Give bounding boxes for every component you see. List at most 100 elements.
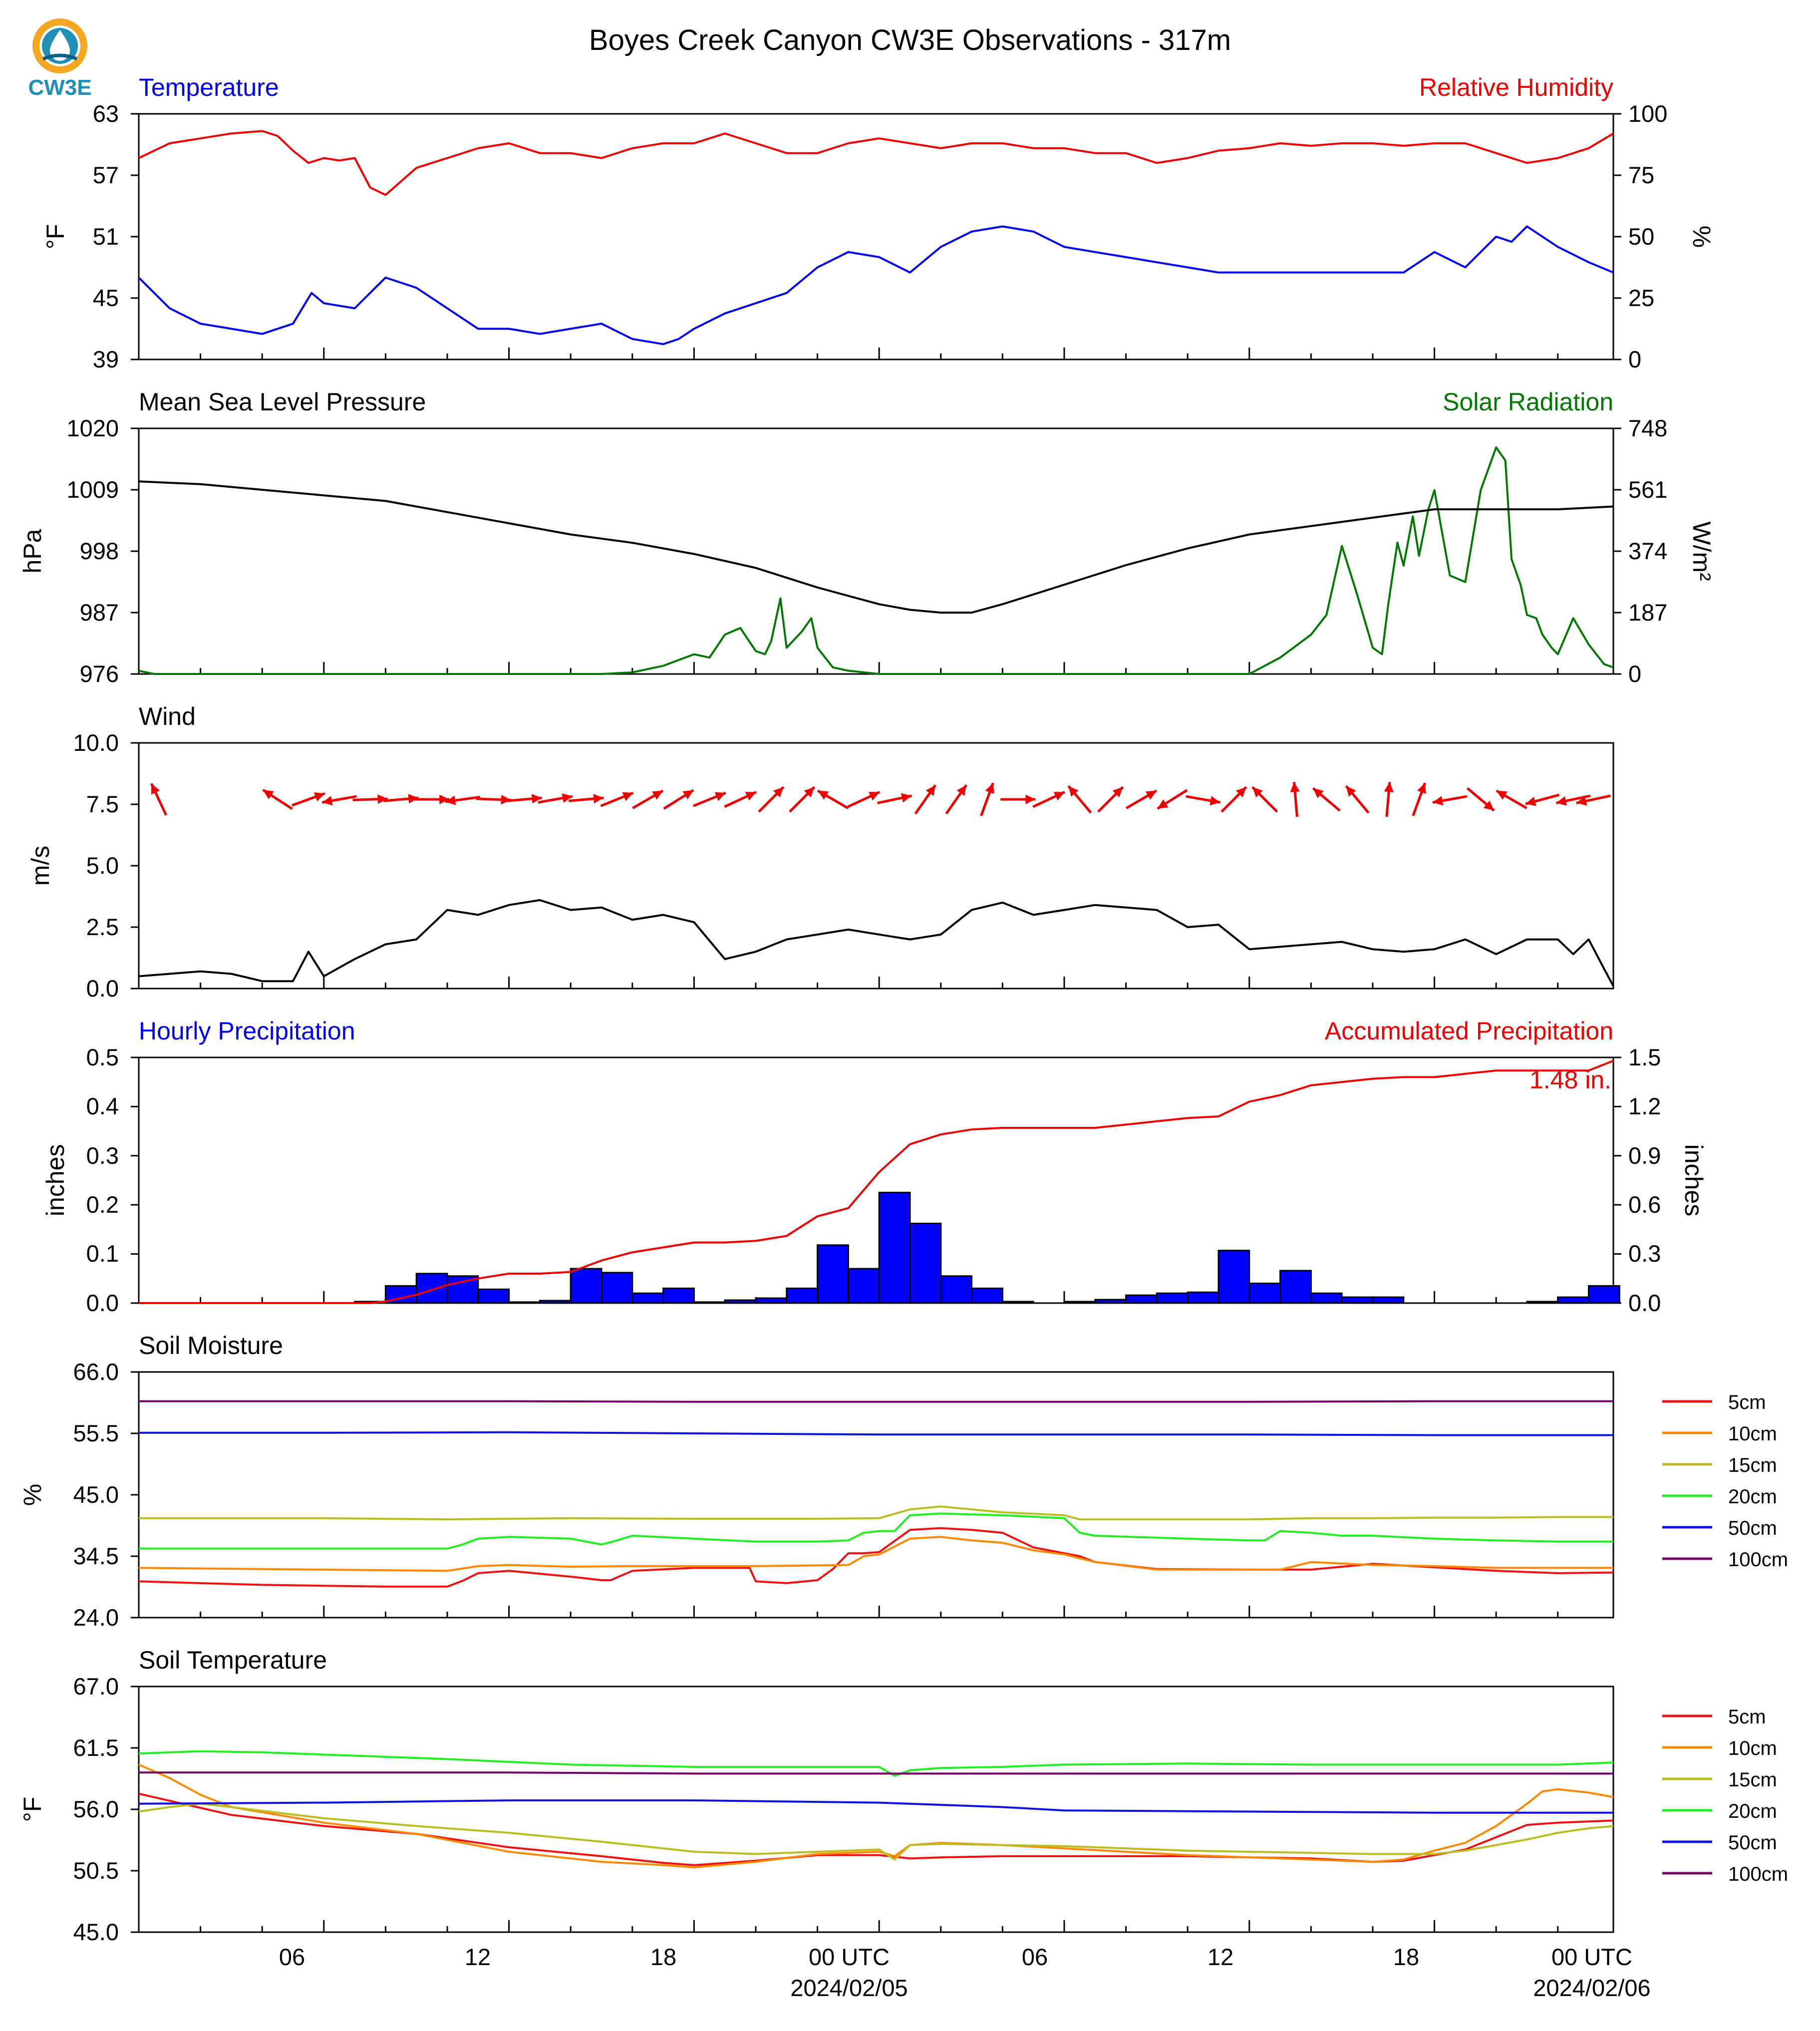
panel-soil-moisture: Soil Moisture % 66.0 55.5 45.0 34.5 24.0… — [18, 1332, 1788, 1631]
humidity-unit-label: % — [1688, 226, 1716, 248]
wind-direction-arrow — [914, 784, 937, 815]
ytick-label: 561 — [1628, 476, 1667, 503]
wind-direction-arrow — [445, 795, 480, 805]
wind-direction-arrow — [1220, 786, 1247, 813]
pressure-line — [138, 480, 1614, 614]
panel-temperature: Temperature Relative Humidity °F % 63 57… — [41, 73, 1716, 372]
wind-direction-arrow — [632, 789, 664, 809]
wind-arrow-head — [714, 792, 726, 801]
humidity-title: Relative Humidity — [1419, 73, 1613, 101]
precip-plot-frame — [138, 1056, 1614, 1304]
wind-arrow-head — [1556, 796, 1567, 806]
wind-arrow-head — [322, 796, 333, 806]
temperature-plot-layer — [131, 113, 1621, 360]
precip-bar — [1094, 1299, 1127, 1304]
soil-temp-plot-frame — [138, 1686, 1614, 1933]
precip-bar — [1063, 1301, 1096, 1304]
precip-bar — [1279, 1270, 1312, 1304]
legend-label: 50cm — [1728, 1517, 1777, 1539]
wind-arrow-head — [377, 794, 388, 804]
ytick-label: 0.9 — [1628, 1142, 1661, 1169]
wind-direction-arrow — [1067, 785, 1092, 814]
wind-arrow-head — [1576, 796, 1587, 806]
ytick-label: 39 — [93, 346, 119, 372]
ytick-label: 1009 — [66, 476, 119, 503]
ytick-label: 34.5 — [73, 1543, 119, 1569]
soil-moisture-line-20cm — [139, 1512, 1613, 1550]
precip-bar — [1588, 1285, 1620, 1304]
wind-arrow-head — [1432, 796, 1444, 806]
wind-arrow-head — [1025, 794, 1036, 804]
precip-bar — [1526, 1301, 1559, 1304]
ytick-label: 0.0 — [86, 1290, 119, 1316]
soil-moisture-line-10cm — [138, 1536, 1613, 1572]
soil-moisture-plot-frame — [138, 1371, 1614, 1619]
precip-bar — [1248, 1283, 1281, 1304]
soil-moisture-line-100cm — [139, 1400, 1613, 1403]
legend-label: 5cm — [1728, 1391, 1766, 1413]
wind-direction-arrow — [758, 786, 785, 813]
wind-direction-arrow — [1000, 794, 1036, 804]
ytick-label: 25 — [1628, 285, 1654, 311]
wind-arrow-head — [1112, 787, 1123, 798]
wind-direction-arrow — [321, 795, 357, 806]
legend-label: 20cm — [1728, 1486, 1777, 1508]
legend-label: 10cm — [1728, 1737, 1777, 1759]
precip-bar — [1217, 1250, 1250, 1304]
wind-direction-arrow — [1186, 795, 1220, 806]
soil-temp-line-50cm — [138, 1799, 1613, 1814]
ytick-label: 0.0 — [1628, 1290, 1661, 1316]
wind-arrow-head — [622, 792, 633, 801]
ytick-label: 66.0 — [73, 1358, 119, 1385]
xtick-label: 18 — [1393, 1944, 1419, 1970]
wind-direction-arrow — [383, 794, 419, 804]
wind-direction-arrow — [1496, 789, 1527, 809]
wind-direction-arrow — [1251, 786, 1278, 813]
precip-bar — [539, 1300, 572, 1304]
soil-temp-title: Soil Temperature — [139, 1646, 327, 1674]
ytick-label: 998 — [80, 538, 119, 564]
temperature-plot-frame — [138, 113, 1614, 360]
legend-label: 5cm — [1728, 1706, 1766, 1728]
soil-temp-line-100cm — [139, 1771, 1613, 1775]
precip-bar — [971, 1287, 1003, 1304]
wind-arrow-head — [263, 790, 274, 799]
ytick-label: 1020 — [66, 415, 119, 441]
wind-arrow-head — [1053, 792, 1065, 801]
wind-arrow-head — [1384, 782, 1394, 792]
ytick-label: 0.3 — [86, 1142, 119, 1169]
xtick-label: 18 — [650, 1944, 676, 1970]
figure-title: Boyes Creek Canyon CW3E Observations - 3… — [589, 24, 1231, 56]
precip-bar — [1372, 1296, 1405, 1304]
ytick-label: 748 — [1628, 415, 1667, 441]
wind-direction-arrow — [1466, 787, 1495, 812]
temperature-unit-label: °F — [41, 224, 69, 250]
ytick-label: 50.5 — [73, 1857, 119, 1884]
wind-arrow-head — [956, 785, 966, 796]
precip-bar — [909, 1223, 942, 1304]
legend-label: 20cm — [1728, 1800, 1777, 1822]
ytick-label: 976 — [80, 661, 119, 687]
panel-soil-temperature: Soil Temperature °F 67.0 61.5 56.0 50.5 … — [18, 1646, 1788, 1945]
wind-direction-arrow — [1345, 785, 1370, 814]
wind-plot-layer — [131, 742, 1614, 990]
wind-arrow-head — [408, 794, 419, 804]
wind-arrow-head — [593, 794, 604, 804]
precip-bar — [631, 1292, 664, 1304]
precip-bar — [570, 1268, 603, 1304]
wind-direction-arrow — [877, 793, 912, 804]
wind-direction-arrow — [352, 794, 388, 804]
soil-temp-unit-label: °F — [18, 1797, 46, 1822]
ytick-label: 987 — [80, 599, 119, 626]
ytick-label: 0.5 — [86, 1044, 119, 1070]
ytick-label: 75 — [1628, 162, 1654, 188]
wind-direction-arrow — [789, 786, 816, 813]
ytick-label: 61.5 — [73, 1734, 119, 1761]
xtick-label: 06 — [279, 1944, 305, 1970]
wind-arrow-head — [1313, 788, 1324, 798]
wind-direction-arrow — [1290, 782, 1300, 817]
wind-direction-arrow — [476, 795, 511, 805]
xtick-date-label: 2024/02/06 — [1533, 1975, 1650, 2001]
x-axis-labels: 06 12 18 00 UTC 2024/02/05 06 12 18 00 U… — [279, 1944, 1651, 2001]
